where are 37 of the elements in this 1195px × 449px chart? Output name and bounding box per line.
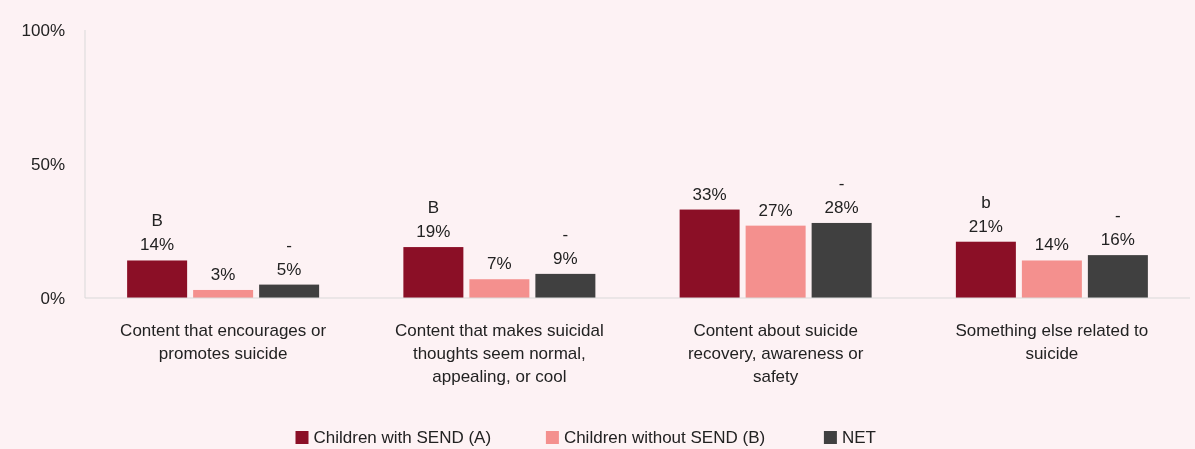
- bar: [955, 241, 1016, 298]
- x-tick-label: Content that encourages or promotes suicide: [120, 321, 327, 363]
- bar: [259, 284, 320, 298]
- data-label: B 14%: [140, 211, 175, 255]
- bar: [535, 273, 596, 298]
- bar: [745, 225, 806, 298]
- bar: [469, 279, 530, 298]
- bar: [403, 247, 464, 298]
- bar: [1021, 260, 1082, 298]
- bar: [811, 222, 872, 298]
- y-tick-label: 100%: [21, 20, 65, 40]
- x-tick-label: Something else related to suicide: [955, 321, 1149, 363]
- y-tick-label: 50%: [30, 154, 65, 174]
- y-tick-label: 0%: [40, 288, 65, 308]
- legend-label: Children without SEND (B): [563, 428, 766, 447]
- legend-label: Children with SEND (A): [313, 428, 492, 447]
- annotation: -: [286, 235, 292, 255]
- data-label: 16%: [1100, 230, 1135, 250]
- x-tick-label: Content that makes suicidal thoughts seem normal, appealing, or cool: [394, 321, 604, 386]
- data-label: 27%: [758, 200, 793, 220]
- data-label: 5%: [276, 259, 302, 279]
- annotation: -: [838, 173, 845, 193]
- data-label: 33%: [692, 184, 727, 204]
- data-label: B 19%: [416, 198, 451, 242]
- data-label: 28%: [824, 197, 859, 217]
- annotation: -: [562, 224, 569, 244]
- bar: [1087, 255, 1148, 298]
- bar: [127, 260, 188, 298]
- data-label: 7%: [487, 254, 512, 274]
- annotation: -: [1115, 206, 1121, 226]
- bar: [679, 209, 740, 298]
- legend-label: NET: [841, 428, 876, 447]
- data-label: b 21%: [968, 192, 1003, 236]
- x-tick-label: Content about suicide recovery, awareness or safety: [687, 321, 864, 386]
- data-label: 3%: [210, 264, 236, 284]
- data-label: 14%: [1034, 235, 1069, 255]
- data-label: 9%: [553, 248, 578, 268]
